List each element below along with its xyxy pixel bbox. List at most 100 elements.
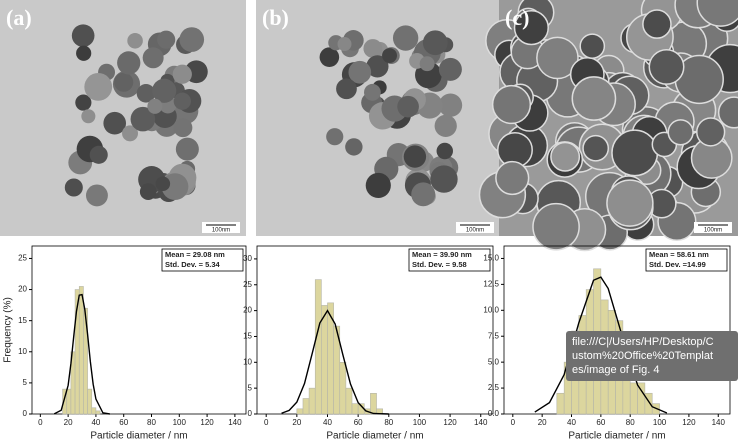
y-tick-label: 10: [243, 357, 252, 366]
bar: [83, 307, 88, 415]
bar: [370, 393, 377, 415]
y-tick-label: 2.5: [488, 383, 500, 392]
stats-text: Std. Dev. =14.99: [649, 260, 706, 269]
x-tick-label: 0: [511, 418, 516, 427]
particle: [114, 72, 134, 92]
tooltip: [566, 331, 738, 381]
y-tick-label: 7.5: [488, 331, 500, 340]
scale-label: 100nm: [212, 228, 230, 234]
bar: [308, 387, 316, 415]
particle: [397, 95, 419, 118]
x-tick-label: 60: [596, 418, 605, 427]
x-tick-label: 40: [91, 418, 100, 427]
bar: [339, 362, 347, 415]
x-tick-label: 20: [538, 418, 547, 427]
particle: [76, 45, 92, 61]
y-tick-label: 15: [243, 332, 252, 341]
bar: [314, 279, 322, 415]
bar: [629, 382, 638, 415]
scale-box: [694, 222, 732, 233]
x-tick-label: 40: [323, 418, 332, 427]
particle: [382, 48, 397, 64]
x-tick-label: 0: [38, 418, 43, 427]
particle: [173, 118, 193, 138]
bar: [321, 305, 328, 415]
particle: [491, 84, 532, 125]
y-tick-label: 25: [243, 280, 252, 289]
scale-label: 100nm: [704, 228, 722, 234]
tooltip-text: file:///C|/Users/HP/Desktop/C: [572, 336, 714, 348]
particle: [127, 33, 143, 49]
particle: [179, 27, 205, 52]
x-tick-label: 40: [567, 418, 576, 427]
particle: [667, 119, 694, 146]
bar: [345, 387, 353, 415]
particle: [430, 165, 458, 193]
particle: [392, 25, 419, 51]
fit-curve: [53, 293, 110, 415]
x-tick-label: 80: [147, 418, 156, 427]
particle: [495, 160, 530, 196]
stats-box: [645, 248, 728, 272]
particle: [434, 114, 457, 138]
scale-label: 100nm: [466, 228, 484, 234]
particle: [81, 109, 96, 124]
particle: [89, 145, 108, 164]
y-tick-label: 20: [18, 285, 27, 294]
tooltip-text: ustom%20Office%20Templat: [572, 350, 713, 362]
stats-text: Mean = 39.90 nm: [412, 250, 472, 259]
particle: [696, 0, 738, 27]
fit-curve: [534, 276, 668, 414]
y-tick-label: 10.0: [483, 305, 499, 314]
bar: [351, 403, 359, 415]
particle: [611, 129, 659, 177]
particle: [550, 141, 581, 172]
bar: [296, 408, 304, 415]
panel-label: (b): [262, 5, 289, 30]
particle: [648, 48, 685, 85]
x-tick-label: 60: [354, 418, 363, 427]
x-tick-label: 100: [173, 418, 187, 427]
x-tick-label: 140: [712, 418, 726, 427]
stats-box: [408, 248, 491, 272]
particle: [696, 117, 726, 147]
particle: [436, 142, 453, 160]
x-tick-label: 140: [228, 418, 242, 427]
x-tick-label: 20: [64, 418, 73, 427]
particle: [319, 47, 340, 67]
bar: [91, 407, 97, 415]
x-tick-label: 80: [626, 418, 635, 427]
particle: [348, 60, 372, 84]
particle: [532, 202, 580, 251]
particle: [173, 92, 191, 110]
particle: [403, 145, 427, 168]
bar: [87, 388, 93, 415]
particle: [513, 10, 549, 46]
x-axis-label: Particle diameter / nm: [90, 431, 187, 442]
plot-area: [31, 245, 247, 415]
particle: [337, 37, 352, 52]
x-tick-label: 0: [264, 418, 269, 427]
particle: [336, 78, 357, 100]
particle: [172, 64, 192, 84]
bar: [66, 388, 72, 415]
particle: [582, 134, 610, 162]
panel-label: (c): [505, 5, 529, 30]
x-tick-label: 80: [384, 418, 393, 427]
x-tick-label: 100: [413, 418, 427, 427]
y-tick-label: 5: [248, 383, 253, 392]
y-tick-label: 5.0: [488, 357, 500, 366]
particle: [411, 182, 436, 207]
bar: [302, 398, 310, 415]
stats-text: Mean = 29.08 nm: [165, 250, 225, 259]
particle: [642, 9, 672, 39]
y-tick-label: 30: [243, 254, 252, 263]
bar: [95, 410, 101, 415]
particle: [579, 33, 606, 59]
y-tick-label: 25: [18, 254, 27, 263]
particle: [345, 138, 363, 156]
particle: [64, 178, 83, 197]
particle: [365, 172, 391, 199]
